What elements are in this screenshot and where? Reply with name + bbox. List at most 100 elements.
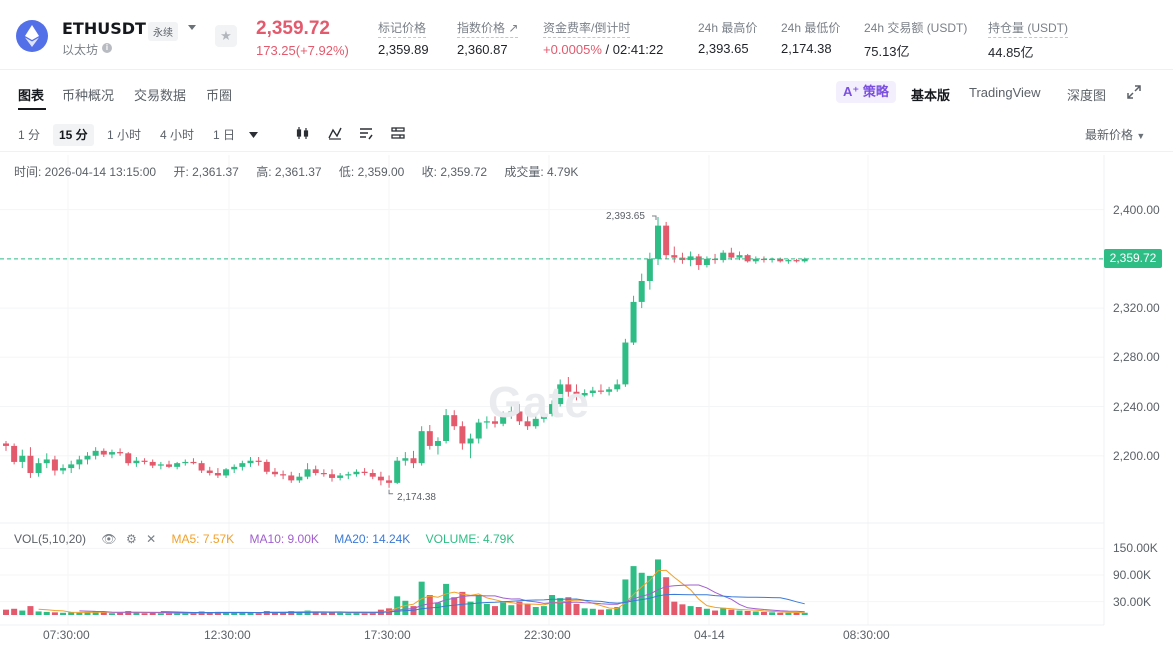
candle-body — [492, 421, 498, 424]
volume-bar — [752, 611, 759, 615]
volume-legend: VOL(5,10,20) 👁 ⚙ ✕ MA5: 7.57K MA10: 9.00… — [14, 532, 526, 546]
stat-label[interactable]: 指数价格 ↗ — [457, 19, 519, 38]
volume-tick-label: 30.00K — [1113, 594, 1152, 609]
symbol-subtitle: 以太坊 — [62, 43, 99, 57]
candle-body — [3, 443, 9, 446]
stat-value: 2,174.38 — [781, 41, 832, 56]
interval-1d[interactable]: 1 日 — [213, 128, 236, 142]
chevron-down-icon[interactable] — [249, 132, 258, 138]
chevron-down-icon[interactable] — [188, 25, 196, 30]
ai-strategy-button[interactable]: A⁺ 策略 — [836, 81, 896, 103]
info-icon[interactable]: i — [102, 43, 112, 53]
volume-bar — [312, 612, 319, 615]
volume-bar — [532, 607, 539, 615]
symbol-name[interactable]: ETHUSDT — [62, 19, 146, 38]
candle-body — [100, 450, 107, 455]
candle-body — [43, 459, 50, 464]
volume-bar — [434, 602, 441, 615]
candle-body — [84, 455, 91, 460]
stat-label[interactable]: 标记价格 — [378, 19, 427, 38]
candle-body — [92, 450, 99, 456]
candle-body — [655, 225, 661, 259]
candle-body — [304, 469, 311, 477]
interval-15m[interactable]: 15 分 — [53, 124, 94, 146]
volume-bar — [141, 613, 148, 615]
volume-bar — [769, 612, 776, 615]
candle-body — [703, 258, 710, 265]
stat-label: 24h 最高价 — [698, 21, 758, 35]
tab-coin-overview[interactable]: 币种概况 — [62, 88, 115, 103]
star-icon[interactable]: ★ — [215, 25, 237, 47]
indicator-icon[interactable] — [328, 126, 342, 140]
candle-body — [166, 464, 172, 467]
time-tick-label: 07:30:00 — [43, 628, 90, 642]
eye-icon[interactable]: 👁 — [101, 532, 117, 546]
stat-24h-low: 24h 最低价 2,174.38 — [781, 19, 840, 56]
candle-body — [263, 461, 270, 472]
tab-basic[interactable]: 基本版 — [911, 88, 951, 103]
close-icon[interactable]: ✕ — [146, 532, 157, 546]
volume-bar — [540, 606, 547, 615]
candlestick-type-icon[interactable] — [296, 126, 310, 140]
candle-body — [801, 258, 808, 262]
high-marker — [652, 215, 657, 220]
stat-index-price: 指数价格 ↗ 2,360.87 — [457, 19, 519, 57]
candle-body — [573, 391, 580, 396]
chart-settings-icon[interactable] — [391, 126, 405, 140]
volume-bar — [157, 613, 164, 615]
tab-tradingview[interactable]: TradingView — [969, 85, 1041, 100]
candle-body — [76, 459, 83, 465]
low-price-label: 2,174.38 — [397, 491, 436, 503]
candle-body — [532, 418, 539, 427]
volume-bar — [402, 600, 409, 615]
candle-body — [451, 415, 458, 427]
volume-bar — [614, 607, 621, 615]
high-price-label: 2,393.65 — [606, 211, 645, 222]
price-type-select[interactable]: 最新价格 ▼ — [1085, 126, 1145, 143]
volume-bar — [133, 612, 140, 615]
ma5-value: MA5: 7.57K — [171, 532, 235, 546]
volume-bar — [426, 595, 433, 615]
interval-toolbar: 1 分 15 分 1 小时 4 小时 1 日 — [0, 116, 1173, 152]
candle-body — [27, 455, 34, 473]
interval-1m[interactable]: 1 分 — [18, 128, 41, 142]
stat-label[interactable]: 持仓量 (USDT) — [988, 19, 1068, 38]
candle-body — [760, 258, 767, 261]
candle-body — [557, 384, 564, 405]
interval-4h[interactable]: 4 小时 — [160, 128, 195, 142]
stat-value: 44.85亿 — [988, 45, 1034, 60]
volume-bar — [638, 572, 645, 615]
candle-body — [19, 455, 26, 462]
candle-body — [198, 463, 205, 471]
candle-body — [345, 474, 352, 476]
gate-watermark-logo: Gate — [488, 378, 590, 427]
volume-bar — [361, 613, 368, 615]
candle-body — [190, 461, 197, 464]
candle-body — [60, 468, 67, 471]
tab-depth[interactable]: 深度图 — [1067, 88, 1107, 103]
stat-mark-price: 标记价格 2,359.89 — [378, 19, 429, 57]
candle-body — [353, 471, 360, 475]
drawing-tools-icon[interactable] — [359, 126, 373, 140]
price-tick-label: 2,280.00 — [1113, 350, 1160, 365]
volume-bar — [35, 611, 42, 615]
stat-label[interactable]: 资金费率/倒计时 — [543, 19, 631, 38]
ohlc-low: 低: 2,359.00 — [338, 165, 405, 179]
tab-bar: 图表 币种概况 交易数据 币圈 A⁺ 策略 基本版 TradingView 深度… — [0, 72, 1173, 112]
volume-bar — [149, 612, 156, 615]
candle-body — [174, 463, 181, 467]
tab-community[interactable]: 币圈 — [206, 88, 233, 103]
settings-icon[interactable]: ⚙ — [125, 532, 137, 546]
candle-body — [540, 413, 547, 419]
tab-chart[interactable]: 图表 — [18, 88, 45, 103]
stat-value: +0.0005% / 02:41:22 — [543, 42, 663, 57]
expand-icon[interactable] — [1127, 85, 1141, 99]
interval-1h[interactable]: 1 小时 — [107, 128, 142, 142]
volume-bar — [280, 612, 287, 615]
tab-trade-data[interactable]: 交易数据 — [134, 88, 187, 103]
candle-body — [524, 421, 531, 427]
candle-body — [663, 225, 670, 256]
volume-bar — [166, 613, 172, 615]
price-tick-label: 2,400.00 — [1113, 202, 1160, 217]
